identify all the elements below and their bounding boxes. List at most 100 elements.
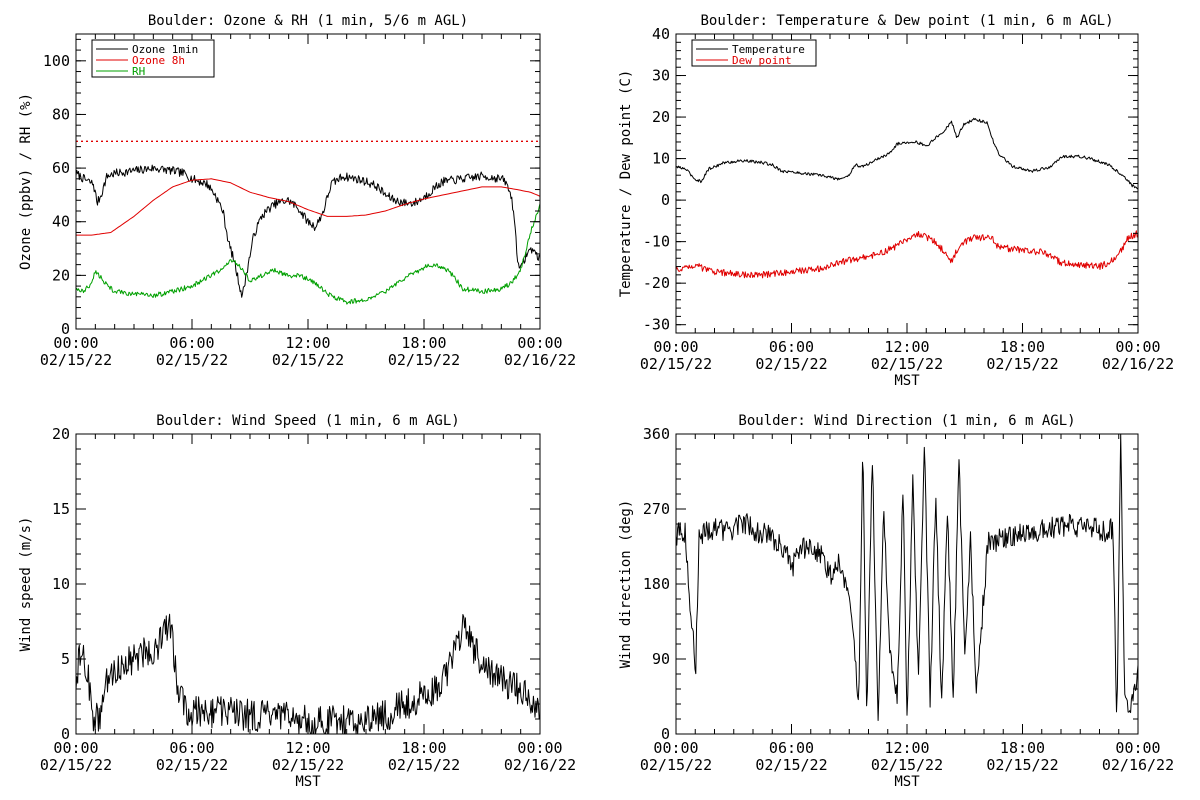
- y-tick-label: 40: [52, 213, 70, 231]
- x-tick-time: 00:00: [1115, 739, 1160, 757]
- legend-label: Temperature: [732, 43, 805, 56]
- series-line-0: [76, 164, 540, 298]
- legend-label: Ozone 8h: [132, 54, 185, 67]
- x-tick-date: 02/15/22: [40, 756, 112, 774]
- legend-box: [91, 39, 215, 78]
- x-tick-time: 00:00: [653, 338, 698, 356]
- series-line-1: [676, 230, 1138, 279]
- x-tick-date: 02/15/22: [40, 351, 112, 369]
- x-tick-time: 06:00: [769, 739, 814, 757]
- x-tick-time: 00:00: [53, 739, 98, 757]
- legend-box: [691, 39, 817, 67]
- x-tick-date: 02/15/22: [272, 351, 344, 369]
- x-tick-date: 02/15/22: [640, 355, 712, 373]
- x-tick-date: 02/15/22: [272, 756, 344, 774]
- y-tick-label: -20: [643, 274, 670, 292]
- chart-panel-1: Boulder: Temperature & Dew point (1 min,…: [618, 13, 1174, 389]
- x-tick-time: 12:00: [884, 338, 929, 356]
- x-tick-time: 00:00: [53, 334, 98, 352]
- y-tick-label: 20: [52, 425, 70, 443]
- y-tick-label: 80: [52, 105, 70, 123]
- y-tick-label: 30: [652, 67, 670, 85]
- y-axis-label: Temperature / Dew point (C): [618, 70, 634, 298]
- y-tick-label: 5: [61, 650, 70, 668]
- x-tick-date: 02/16/22: [1102, 355, 1174, 373]
- chart-panel-0: Boulder: Ozone & RH (1 min, 5/6 m AGL)02…: [18, 13, 576, 369]
- x-tick-date: 02/15/22: [755, 355, 827, 373]
- chart-panel-3: Boulder: Wind Direction (1 min, 6 m AGL)…: [618, 413, 1174, 790]
- x-tick-date: 02/15/22: [986, 355, 1058, 373]
- x-tick-date: 02/15/22: [755, 756, 827, 774]
- x-tick-date: 02/16/22: [504, 351, 576, 369]
- y-tick-label: -30: [643, 316, 670, 334]
- y-tick-label: 180: [643, 575, 670, 593]
- x-tick-time: 12:00: [285, 334, 330, 352]
- chart-title: Boulder: Temperature & Dew point (1 min,…: [700, 13, 1113, 29]
- y-tick-label: 0: [61, 725, 70, 743]
- x-tick-time: 18:00: [401, 739, 446, 757]
- x-axis-label: MST: [894, 373, 920, 389]
- x-tick-time: 00:00: [1115, 338, 1160, 356]
- y-tick-label: 0: [61, 320, 70, 338]
- series-line-1: [76, 178, 540, 236]
- y-tick-label: 0: [661, 191, 670, 209]
- y-tick-label: 90: [652, 650, 670, 668]
- y-axis-label: Wind speed (m/s): [18, 517, 34, 652]
- x-axis-label: MST: [894, 774, 920, 790]
- y-axis-label: Wind direction (deg): [618, 500, 634, 669]
- y-tick-label: 20: [52, 266, 70, 284]
- series-line-0: [676, 117, 1138, 190]
- legend-label: RH: [132, 65, 145, 78]
- x-tick-date: 02/15/22: [388, 351, 460, 369]
- chart-title: Boulder: Wind Speed (1 min, 6 m AGL): [156, 413, 459, 429]
- x-tick-time: 00:00: [517, 334, 562, 352]
- plot-frame: [675, 33, 1139, 334]
- x-tick-time: 00:00: [653, 739, 698, 757]
- plot-frame: [75, 433, 541, 735]
- y-tick-label: 270: [643, 500, 670, 518]
- x-tick-date: 02/16/22: [504, 756, 576, 774]
- y-tick-label: 100: [43, 52, 70, 70]
- plot-area: [676, 117, 1138, 279]
- x-tick-date: 02/16/22: [1102, 756, 1174, 774]
- x-tick-time: 12:00: [285, 739, 330, 757]
- plot-area: [76, 613, 540, 734]
- plot-area: [676, 434, 1138, 721]
- legend-label: Dew point: [732, 54, 792, 67]
- x-tick-date: 02/15/22: [156, 351, 228, 369]
- x-tick-time: 18:00: [401, 334, 446, 352]
- y-tick-label: 40: [652, 25, 670, 43]
- plot-frame: [75, 33, 541, 330]
- x-tick-time: 06:00: [769, 338, 814, 356]
- x-tick-date: 02/15/22: [871, 756, 943, 774]
- x-axis-label: MST: [295, 774, 321, 790]
- x-tick-time: 00:00: [517, 739, 562, 757]
- x-tick-time: 06:00: [169, 739, 214, 757]
- y-tick-label: -10: [643, 233, 670, 251]
- y-tick-label: 360: [643, 425, 670, 443]
- y-tick-label: 20: [652, 108, 670, 126]
- x-tick-time: 18:00: [1000, 338, 1045, 356]
- x-tick-date: 02/15/22: [871, 355, 943, 373]
- series-line-0: [76, 613, 540, 734]
- x-tick-date: 02/15/22: [640, 756, 712, 774]
- chart-title: Boulder: Wind Direction (1 min, 6 m AGL): [738, 413, 1075, 429]
- y-tick-label: 60: [52, 159, 70, 177]
- y-tick-label: 10: [652, 150, 670, 168]
- y-tick-label: 0: [661, 725, 670, 743]
- plot-area: [76, 140, 540, 305]
- chart-title: Boulder: Ozone & RH (1 min, 5/6 m AGL): [148, 13, 468, 29]
- x-tick-time: 18:00: [1000, 739, 1045, 757]
- y-tick-label: 10: [52, 575, 70, 593]
- chart-panel-2: Boulder: Wind Speed (1 min, 6 m AGL) 0 5 10…: [18, 413, 576, 790]
- series-line-2: [76, 203, 540, 305]
- y-axis-label: Ozone (ppbv) / RH (%): [18, 93, 34, 270]
- plot-frame: [675, 433, 1139, 735]
- x-tick-time: 12:00: [884, 739, 929, 757]
- legend-label: Ozone 1min: [132, 43, 198, 56]
- x-tick-date: 02/15/22: [986, 756, 1058, 774]
- x-tick-date: 02/15/22: [156, 756, 228, 774]
- y-tick-label: 15: [52, 500, 70, 518]
- x-tick-time: 06:00: [169, 334, 214, 352]
